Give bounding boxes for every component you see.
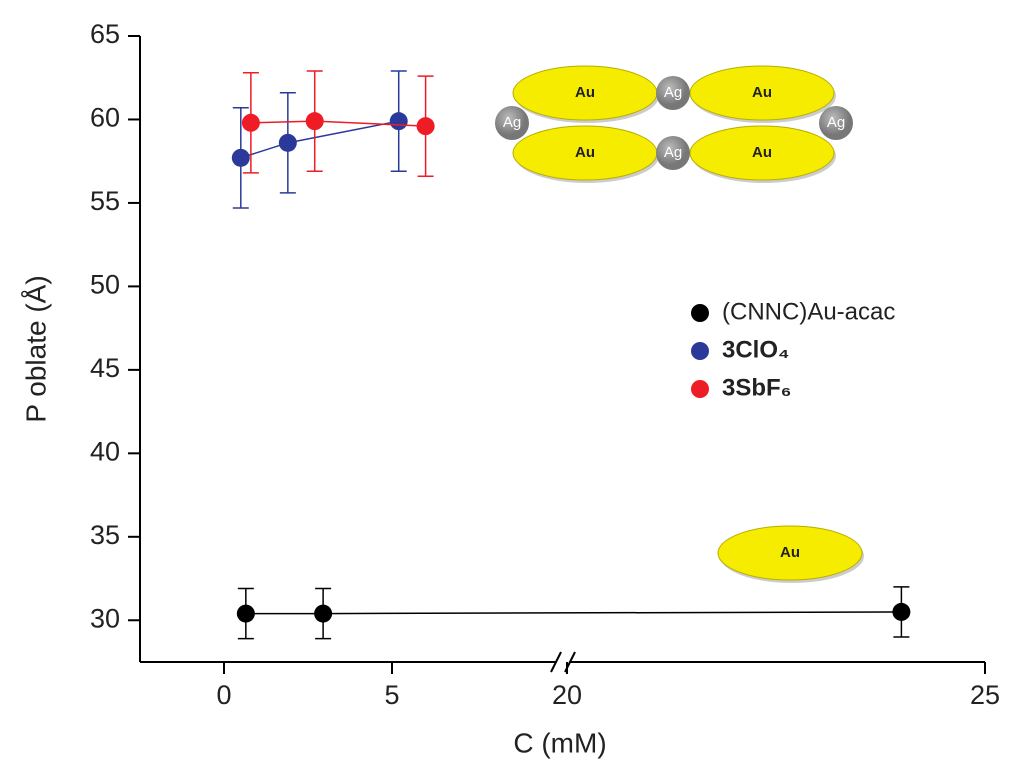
legend-label: (CNNC)Au-acac: [722, 298, 895, 325]
point: [416, 117, 435, 136]
silver-atom: [819, 106, 853, 140]
x-tick-label: 20: [552, 680, 582, 710]
series-line: [245, 611, 902, 615]
legend-marker: [691, 380, 709, 398]
y-tick-label: 35: [90, 520, 120, 550]
y-tick-label: 55: [90, 186, 120, 216]
point: [389, 112, 408, 131]
au-label: Au: [752, 144, 772, 161]
legend-marker: [691, 342, 709, 360]
y-tick-label: 65: [90, 19, 120, 49]
legend-marker: [691, 304, 709, 322]
au-label: Au: [575, 84, 595, 101]
y-tick-label: 50: [90, 270, 120, 300]
gold-ellipse: [717, 525, 863, 581]
point: [278, 133, 297, 152]
ag-label: Ag: [664, 84, 682, 101]
y-axis-label: P oblate (Å): [20, 275, 51, 422]
point: [236, 604, 255, 623]
ag-label: Ag: [664, 144, 682, 161]
point: [314, 604, 333, 623]
y-tick-label: 30: [90, 603, 120, 633]
legend-label: 3SbF₆: [722, 374, 792, 401]
axis-break: [550, 651, 562, 673]
ag-label: Ag: [503, 114, 521, 131]
y-tick-label: 45: [90, 353, 120, 383]
au-label: Au: [780, 544, 800, 561]
point: [892, 602, 911, 621]
x-tick-label: 5: [384, 680, 399, 710]
silver-atom: [495, 106, 529, 140]
legend-label: 3ClO₄: [722, 336, 789, 363]
x-tick-label: 0: [216, 680, 231, 710]
au-label: Au: [575, 144, 595, 161]
x-axis-label: C (mM): [513, 727, 606, 758]
y-tick-label: 60: [90, 103, 120, 133]
y-tick-label: 40: [90, 436, 120, 466]
silver-atom: [656, 76, 690, 110]
point: [231, 148, 250, 167]
point: [305, 112, 324, 131]
ag-label: Ag: [827, 114, 845, 131]
x-tick-label: 25: [970, 680, 1000, 710]
silver-atom: [656, 136, 690, 170]
au-label: Au: [752, 84, 772, 101]
point: [241, 113, 260, 132]
